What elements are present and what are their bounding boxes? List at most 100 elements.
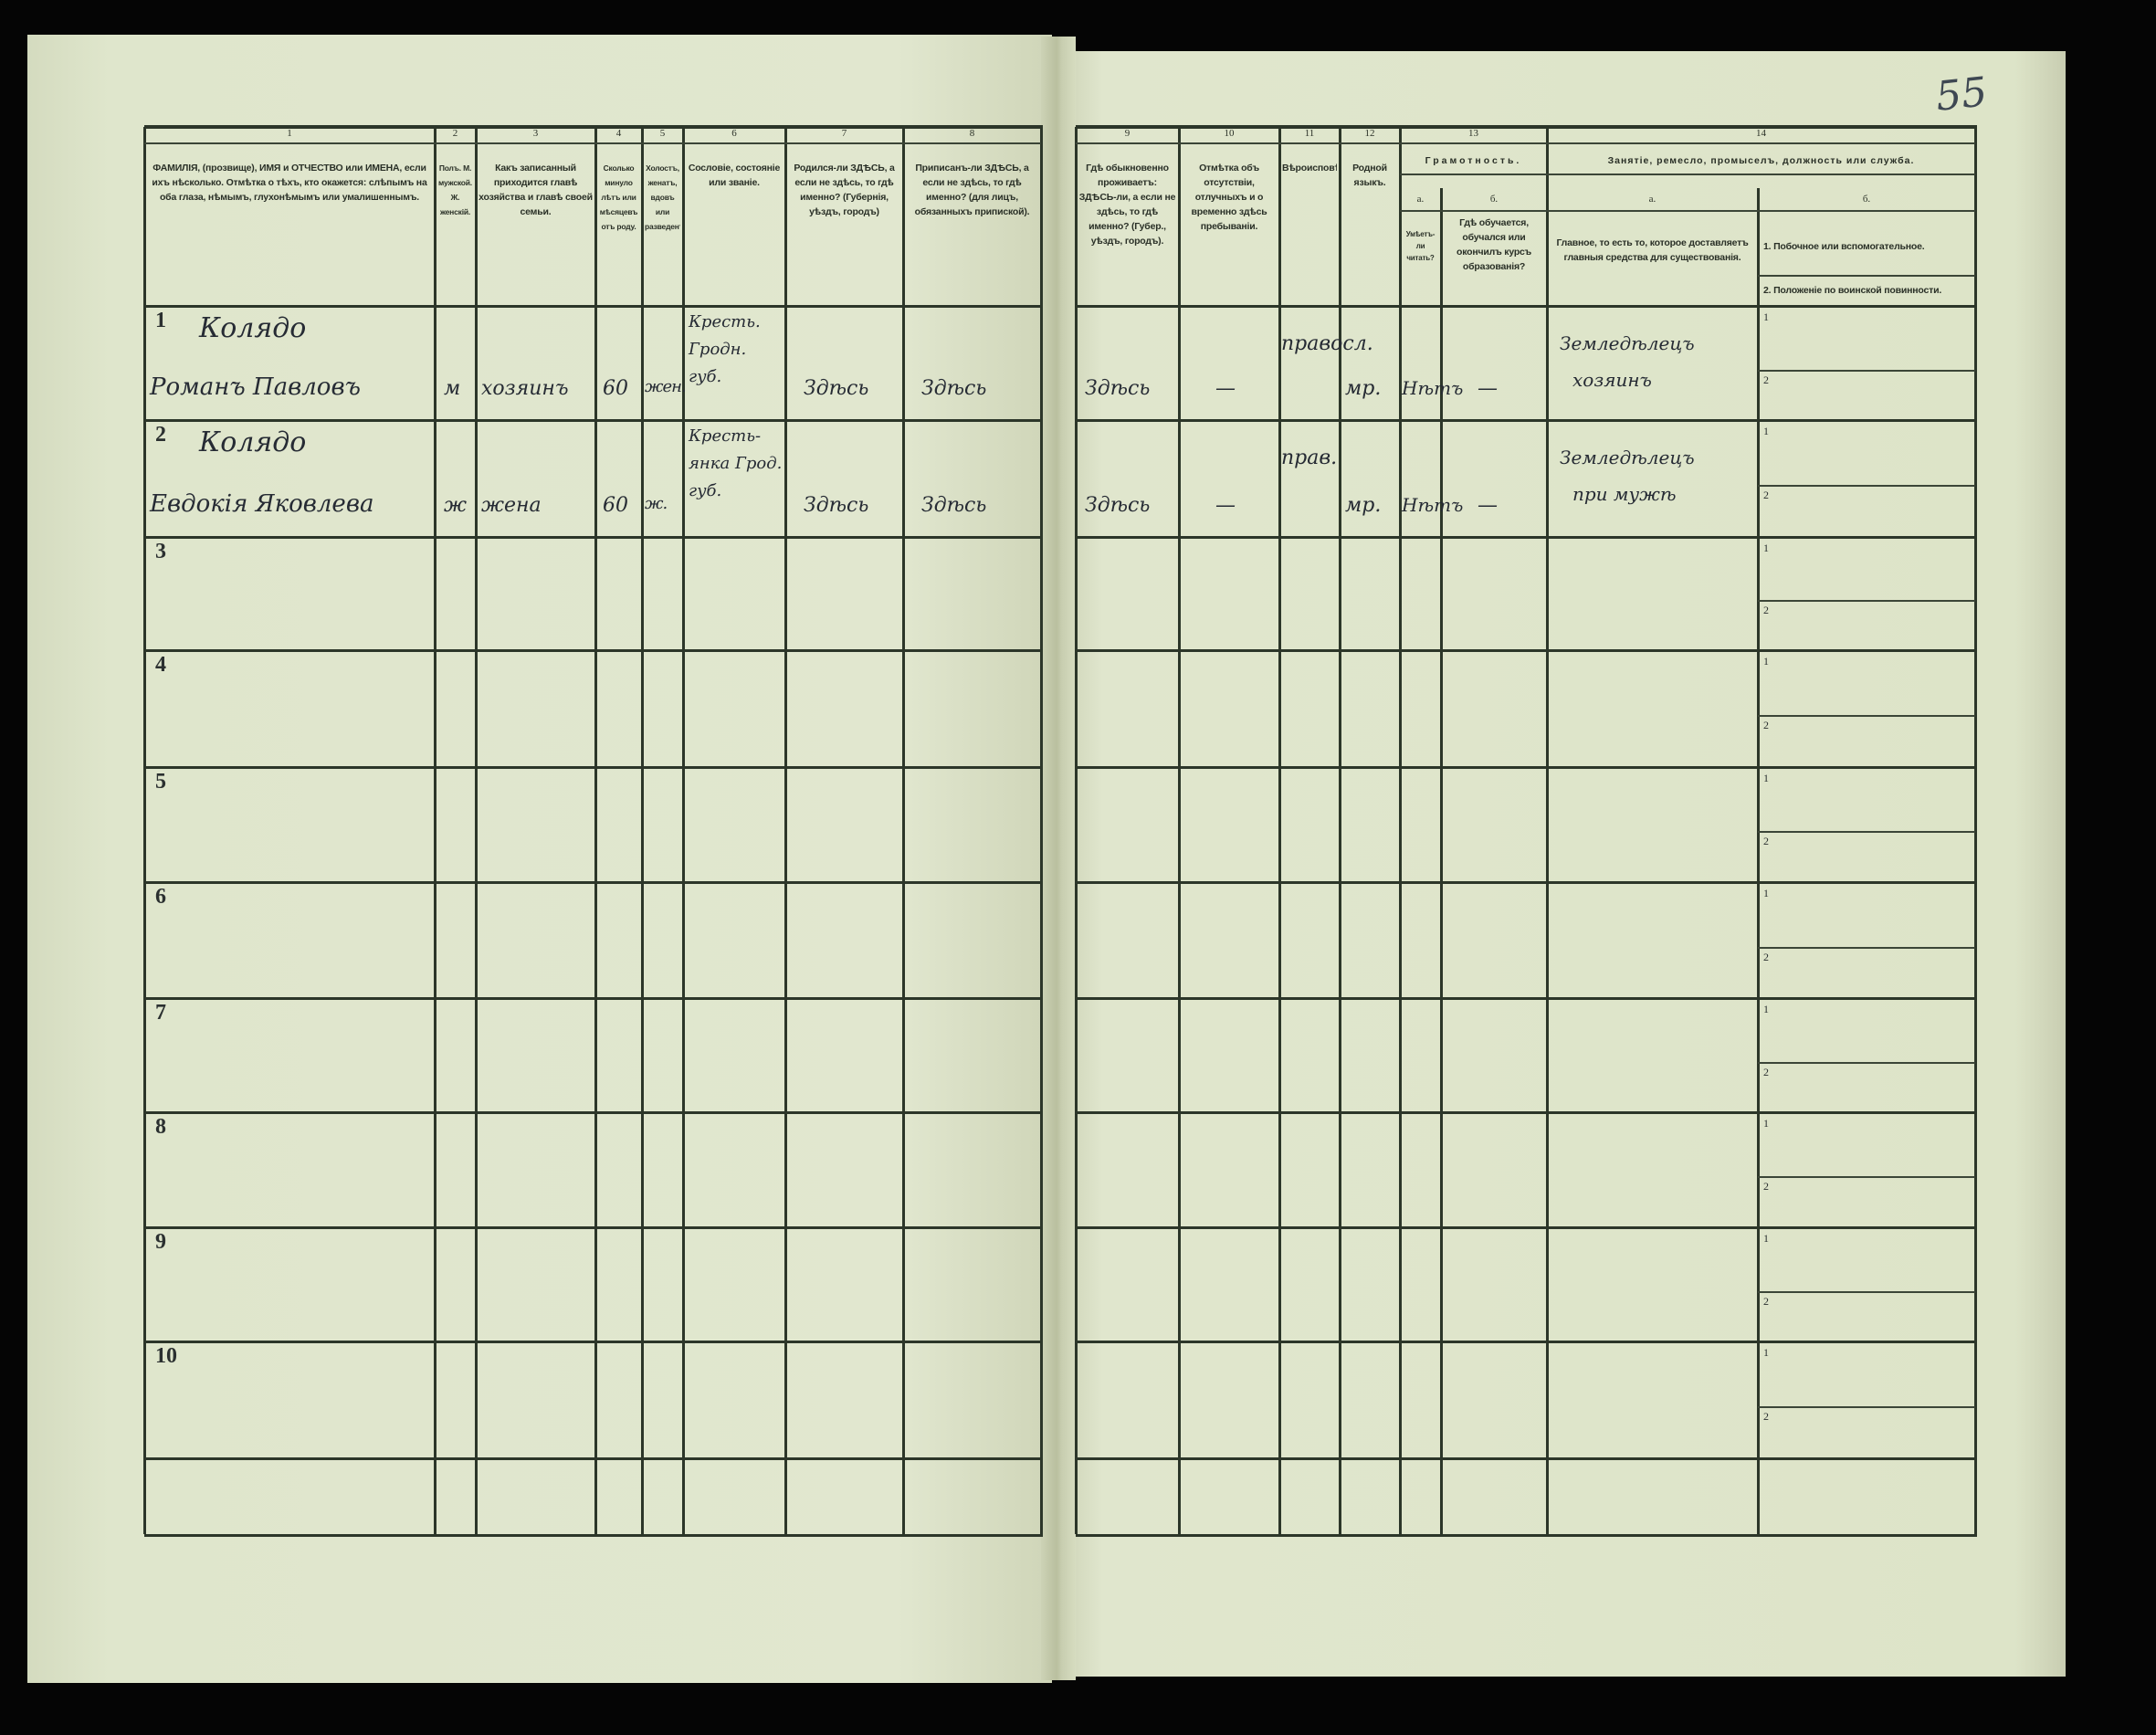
column-header: Сколько минуло лѣтъ или мѣсяцевъ отъ род…: [599, 163, 638, 231]
row-number: 10: [155, 1344, 177, 1368]
column-rule: [682, 127, 685, 1534]
registered-place: Здѣсь: [921, 494, 987, 517]
row-rule: [144, 766, 1043, 769]
estate: Кресть.: [689, 312, 761, 331]
column-number: 5: [659, 128, 666, 139]
column-header-group: Грамотность.: [1425, 155, 1522, 166]
estate: губ.: [689, 367, 722, 386]
column-header: Родился-ли ЗДѢСЬ, а если не здѣсь, то гд…: [794, 163, 895, 217]
sub-b-divider: [1758, 275, 1975, 277]
relation: жена: [481, 494, 542, 517]
sub-letter: б.: [1489, 194, 1499, 205]
frame-bottom-rule: [1076, 1534, 1977, 1537]
column-header: 1. Побочное или вспомогательное.: [1763, 241, 1925, 252]
sub-row-label: 2: [1763, 1410, 1769, 1423]
native-language: мр.: [1345, 377, 1382, 400]
page-number: 55: [1933, 68, 1990, 121]
sex: м: [444, 377, 461, 400]
row-rule: [1076, 1341, 1977, 1343]
row-rule: [1076, 766, 1977, 769]
row-rule: [144, 881, 1043, 884]
row-number: 9: [155, 1230, 166, 1254]
column-rule: [1399, 127, 1402, 1534]
row-rule: [144, 1341, 1043, 1343]
religion: прав.: [1281, 447, 1338, 469]
column-number: 10: [1224, 128, 1235, 139]
column-number: 6: [731, 128, 737, 139]
occupation: Земледѣлецъ: [1560, 447, 1695, 468]
book-gutter: [1041, 37, 1076, 1680]
frame-top-rule: [1076, 125, 1977, 129]
column-rule: [1339, 127, 1341, 1534]
row-rule: [1076, 1457, 1977, 1460]
column-number: 13: [1468, 128, 1478, 139]
column-number: 3: [532, 128, 539, 139]
column-rule: [641, 127, 644, 1534]
sub-row-rule: [1758, 1062, 1975, 1064]
sub-row-rule: [1758, 370, 1975, 372]
row-rule: [1076, 1111, 1977, 1114]
column-header: Главное, то есть то, которое доставляетъ…: [1556, 237, 1749, 263]
column-rule: [1546, 127, 1549, 1534]
row-number: 3: [155, 540, 166, 563]
sub-row-label: 2: [1763, 604, 1769, 616]
registered-place: Здѣсь: [921, 377, 987, 400]
sub-row-label: 1: [1763, 1003, 1769, 1015]
row-number: 1: [155, 309, 166, 332]
row-rule: [144, 1457, 1043, 1460]
sub-row-label: 1: [1763, 310, 1769, 323]
left-page: [27, 35, 1052, 1683]
column-number: 12: [1364, 128, 1375, 139]
row-rule: [1076, 881, 1977, 884]
row-number: 7: [155, 1001, 166, 1025]
occupation: при мужѣ: [1572, 483, 1677, 505]
education: —: [1478, 377, 1498, 400]
surname: Колядо: [199, 312, 307, 344]
absence-note: —: [1215, 494, 1236, 517]
column-number: 1: [287, 128, 292, 139]
birthplace: Здѣсь: [804, 494, 869, 517]
surname: Колядо: [199, 426, 307, 458]
residence: Здѣсь: [1085, 377, 1151, 400]
row-rule: [1076, 1226, 1977, 1229]
education: —: [1478, 494, 1498, 517]
column-header: Какъ записанный приходится главѣ хозяйст…: [479, 163, 593, 217]
literate: Нѣтъ: [1402, 494, 1464, 516]
column-number: 2: [452, 128, 458, 139]
column-rule: [1278, 127, 1281, 1534]
column-header: Сословіе, состояніе или званіе.: [688, 163, 781, 188]
column-header: ФАМИЛІЯ, (прозвище), ИМЯ и ОТЧЕСТВО или …: [152, 163, 427, 203]
group-title-rule: [1400, 174, 1975, 175]
number-row-rule: [1076, 142, 1975, 144]
column-header: Вѣроисповѣданіе.: [1282, 163, 1337, 174]
sub-row-label: 2: [1763, 719, 1769, 731]
row-rule: [1076, 649, 1977, 652]
column-rule: [434, 127, 436, 1534]
sub-row-label: 2: [1763, 951, 1769, 963]
column-rule: [1974, 127, 1977, 1534]
relation: хозяинъ: [481, 377, 569, 400]
estate: янка Грод.: [689, 454, 783, 473]
sub-row-rule: [1758, 485, 1975, 487]
sub-row-rule: [1758, 1291, 1975, 1293]
row-rule: [1076, 419, 1977, 422]
row-number: 8: [155, 1115, 166, 1139]
column-rule: [594, 127, 597, 1534]
sub-row-rule: [1758, 715, 1975, 717]
frame-top-rule: [144, 125, 1043, 129]
column-rule: [143, 127, 146, 1534]
given-name: Романъ Павловъ: [150, 373, 361, 401]
column-rule: [475, 127, 478, 1534]
sub-row-label: 1: [1763, 425, 1769, 437]
column-header: Отмѣтка объ отсутствіи, отлучныхъ и о вр…: [1191, 163, 1267, 232]
column-number: 9: [1124, 128, 1131, 139]
sub-row-label: 2: [1763, 489, 1769, 501]
birthplace: Здѣсь: [804, 377, 869, 400]
row-rule: [1076, 997, 1977, 1000]
column-header: Родной языкъ.: [1352, 163, 1387, 188]
age: 60: [603, 494, 628, 517]
sub-letter: б.: [1862, 194, 1871, 205]
row-rule: [144, 305, 1043, 308]
sub-row-label: 1: [1763, 772, 1769, 784]
row-number: 2: [155, 423, 166, 447]
